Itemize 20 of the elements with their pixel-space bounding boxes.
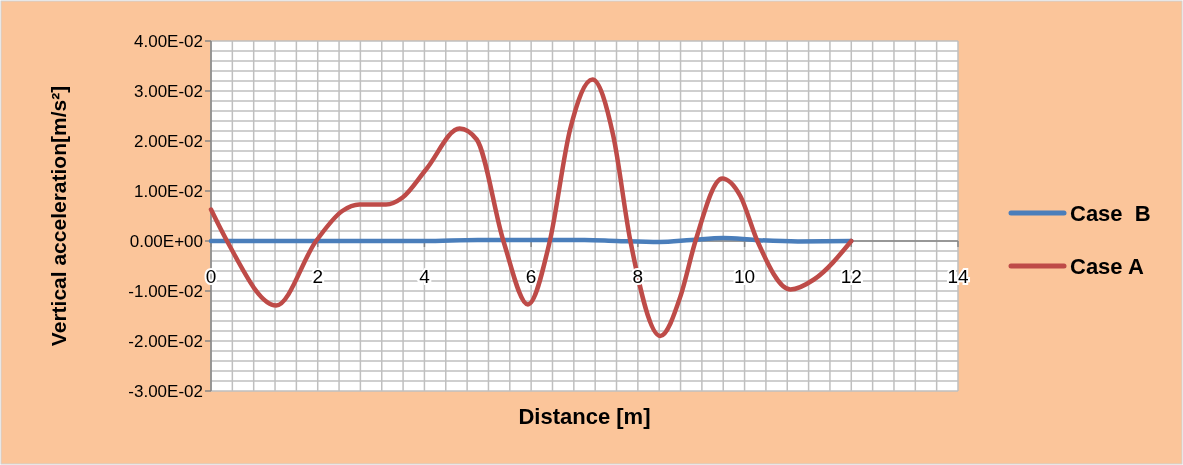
y-tick-label: 4.00E-02 — [134, 31, 203, 51]
x-tick-label: 2 — [312, 266, 323, 287]
y-tick-label: -1.00E-02 — [128, 281, 203, 301]
legend-label: Case B — [1070, 200, 1151, 226]
y-axis-title: Vertical acceleration[m/s²] — [47, 85, 70, 347]
x-tick-label: 0 — [205, 266, 217, 287]
y-tick-label: -2.00E-02 — [128, 331, 203, 351]
x-tick-label: 10 — [734, 266, 756, 287]
x-tick-label: 6 — [525, 266, 537, 287]
y-tick-label: 3.00E-02 — [134, 81, 203, 101]
legend-label: Case A — [1070, 253, 1144, 279]
x-tick-label: 12 — [840, 266, 862, 287]
y-tick-label: -3.00E-02 — [128, 381, 203, 401]
x-tick-label: 4 — [419, 266, 431, 287]
x-tick-label: 14 — [947, 266, 969, 287]
y-tick-label: 1.00E-02 — [134, 181, 203, 201]
y-tick-label: 0.00E+00 — [129, 231, 203, 251]
y-tick-label: 2.00E-02 — [134, 131, 203, 151]
x-tick-label: 8 — [632, 266, 644, 287]
x-axis-title: Distance [m] — [518, 404, 651, 429]
